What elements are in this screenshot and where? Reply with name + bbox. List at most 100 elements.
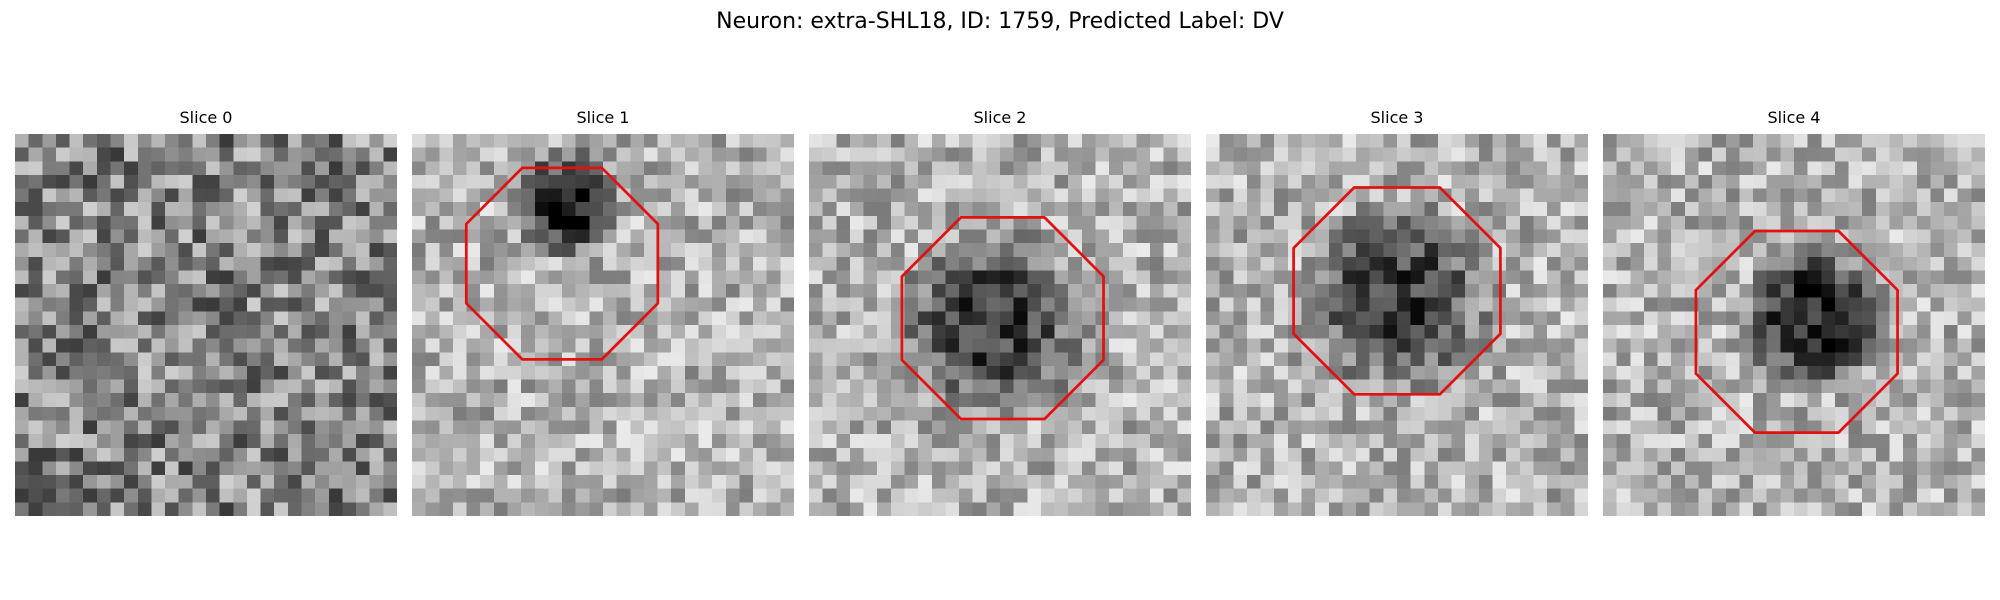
slice-3-pixel [1424, 488, 1439, 503]
slice-4-pixel [1903, 188, 1918, 203]
slice-2-pixel [836, 188, 851, 203]
slice-3-pixel [1301, 352, 1316, 367]
slice-2-pixel [822, 215, 837, 230]
slice-3-pixel [1383, 243, 1398, 258]
slice-1-pixel [562, 188, 576, 203]
slice-0-pixel [151, 147, 166, 162]
slice-0-pixel [328, 134, 343, 148]
slice-4-pixel [1603, 161, 1617, 176]
slice-3-pixel [1574, 379, 1588, 394]
slice-4-pixel [1766, 270, 1781, 285]
slice-3-pixel [1328, 243, 1343, 258]
slice-1-pixel [548, 475, 563, 489]
slice-4-pixel [1794, 284, 1808, 298]
slice-0-pixel [383, 420, 397, 435]
slice-3-pixel [1328, 352, 1343, 367]
slice-2-pixel [986, 447, 1001, 462]
slice-4-pixel [1821, 420, 1836, 435]
slice-1-pixel [425, 243, 440, 258]
slice-1-pixel [412, 488, 426, 503]
slice-2-pixel [1081, 447, 1096, 462]
slice-3-pixel [1574, 297, 1588, 312]
slice-0-pixel [260, 352, 275, 367]
slice-1-pixel [534, 434, 549, 449]
slice-1-pixel [480, 325, 495, 339]
slice-2-pixel [1136, 447, 1151, 462]
slice-3-pixel [1465, 297, 1480, 312]
slice-3-pixel [1274, 134, 1289, 148]
slice-4-pixel [1848, 379, 1863, 394]
slice-1-pixel [466, 379, 481, 394]
slice-2-pixel [1122, 406, 1137, 421]
slice-1-pixel [684, 502, 699, 516]
slice-2-pixel [904, 379, 919, 394]
slice-0-pixel [96, 188, 111, 203]
slice-1-pixel [562, 147, 576, 162]
slice-1-pixel [534, 502, 549, 516]
slice-2-pixel [986, 379, 1001, 394]
slice-0-pixel [192, 243, 207, 258]
slice-2-pixel [863, 325, 878, 339]
slice-1-pixel [684, 161, 699, 176]
slice-1-pixel [671, 188, 686, 203]
slice-1-pixel [657, 297, 672, 312]
slice-0-pixel [301, 147, 316, 162]
slice-1-pixel [466, 406, 481, 421]
slice-2-pixel [1040, 488, 1055, 503]
slice-1-pixel [466, 284, 481, 298]
slice-1-pixel [725, 188, 740, 203]
slice-4-pixel [1807, 311, 1822, 326]
slice-0-pixel [287, 147, 302, 162]
slice-0-pixel [246, 502, 261, 516]
slice-0-pixel [274, 420, 289, 435]
slice-2-pixel [1122, 502, 1137, 516]
slice-2-pixel [986, 475, 1001, 489]
slice-2-pixel [918, 215, 933, 230]
slice-3-pixel [1301, 461, 1316, 476]
slice-0-pixel [124, 284, 139, 298]
slice-1-pixel [630, 393, 645, 408]
slice-3-pixel [1397, 215, 1411, 230]
slice-4-pixel [1698, 393, 1713, 408]
slice-0-pixel [301, 161, 316, 176]
slice-3-pixel [1301, 488, 1316, 503]
slice-1-pixel [425, 379, 440, 394]
slice-2-pixel [1095, 147, 1110, 162]
slice-2-title: Slice 2 [973, 108, 1027, 127]
slice-4-pixel [1643, 365, 1658, 380]
slice-3-pixel [1437, 447, 1452, 462]
slice-3-pixel [1410, 134, 1425, 148]
slice-2-pixel [836, 420, 851, 435]
slice-2-pixel [918, 338, 933, 353]
slice-3-pixel [1437, 174, 1452, 189]
slice-2-pixel [863, 215, 878, 230]
slice-2-pixel [849, 188, 864, 203]
slice-3-pixel [1342, 325, 1357, 339]
slice-0-pixel [260, 461, 275, 476]
slice-2-pixel [1013, 134, 1028, 148]
slice-1-pixel [657, 447, 672, 462]
slice-2-pixel [1081, 188, 1096, 203]
slice-2-pixel [1027, 174, 1042, 189]
slice-0-pixel [178, 147, 193, 162]
slice-3-pixel [1287, 488, 1302, 503]
slice-3-pixel [1574, 134, 1588, 148]
slice-3-pixel [1560, 352, 1575, 367]
slice-4-pixel [1684, 420, 1699, 435]
slice-2-pixel [809, 256, 823, 271]
slice-2-pixel [1027, 161, 1042, 176]
slice-3-pixel [1219, 475, 1234, 489]
slice-3-pixel [1478, 406, 1493, 421]
slice-2-pixel [809, 379, 823, 394]
slice-0-pixel [15, 325, 29, 339]
slice-4-pixel [1889, 161, 1904, 176]
slice-0-pixel [137, 256, 152, 271]
slice-2-pixel [1000, 229, 1014, 244]
slice-4-pixel [1903, 325, 1918, 339]
slice-0-pixel [165, 434, 179, 449]
slice-0-pixel [42, 338, 57, 353]
slice-2-pixel [1177, 147, 1191, 162]
slice-4-pixel [1753, 379, 1767, 394]
slice-0-pixel [69, 379, 84, 394]
slice-3-pixel [1369, 161, 1384, 176]
